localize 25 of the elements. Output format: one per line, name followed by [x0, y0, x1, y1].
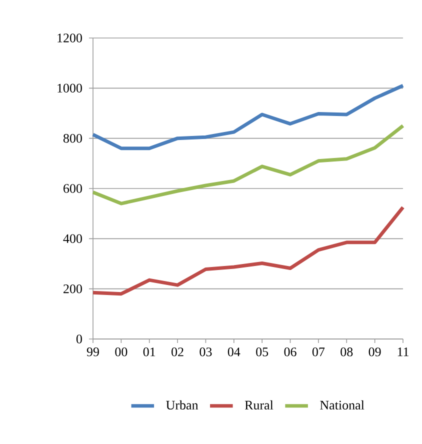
x-tick-label: 11	[398, 348, 408, 356]
y-tick-label: 1200	[58, 34, 82, 42]
y-tick-label: 400	[63, 234, 82, 244]
legend-label: National	[320, 400, 364, 410]
y-tick-label: 1000	[58, 84, 82, 93]
x-tick-label: 09	[368, 348, 381, 356]
line-series	[91, 206, 405, 296]
y-tick-label: 800	[63, 134, 82, 143]
y-tick-label: 200	[64, 284, 82, 294]
line-series	[91, 124, 405, 206]
x-tick-label: 03	[200, 348, 212, 356]
x-tick-label: 00	[115, 348, 128, 356]
x-tick-label: 02	[172, 348, 184, 356]
line-series	[91, 84, 405, 150]
x-tick-label: 06	[284, 348, 296, 356]
x-tick-label: 01	[143, 348, 156, 356]
y-tick-label: 0	[76, 334, 82, 344]
x-tick-label: 04	[228, 348, 240, 356]
x-tick-label: 08	[340, 348, 353, 356]
x-tick-label: 05	[256, 348, 268, 356]
x-tick-label: 99	[86, 348, 99, 356]
legend-label: Rural	[244, 400, 274, 410]
y-tick-label: 600	[64, 184, 82, 193]
legend-label: Urban	[166, 400, 198, 410]
x-tick-label: 07	[312, 348, 325, 356]
